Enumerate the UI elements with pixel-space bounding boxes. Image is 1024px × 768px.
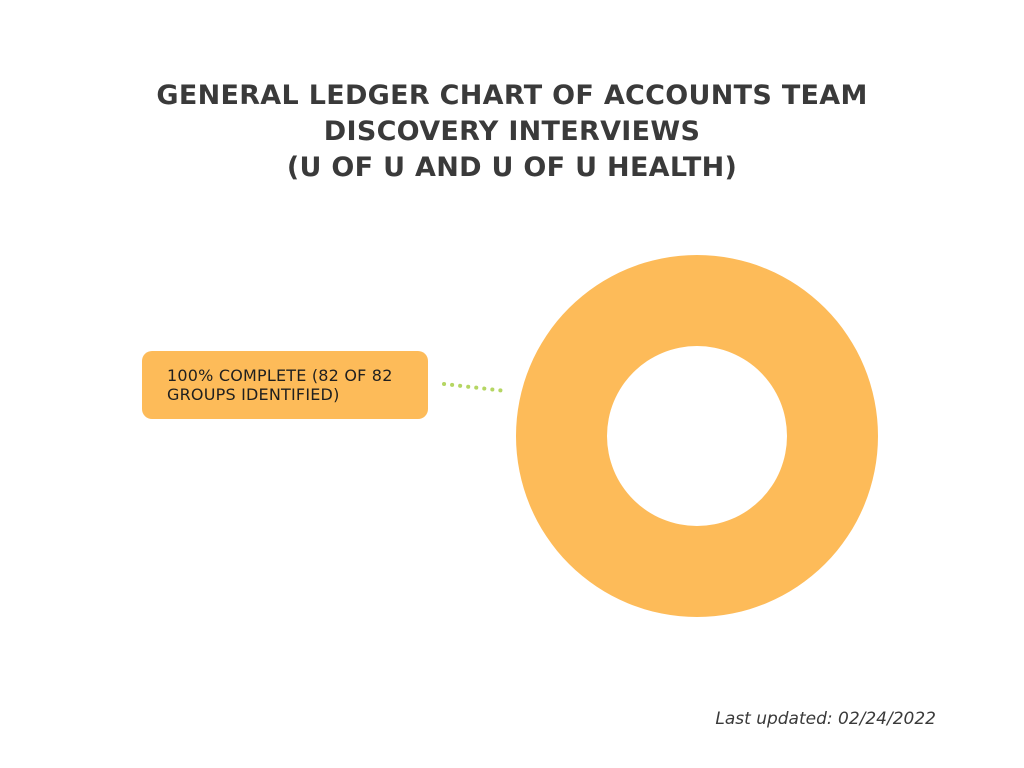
donut-slice-0 [516,255,878,617]
donut-slices [516,255,878,617]
chart-title-line-1: GENERAL LEDGER CHART OF ACCOUNTS TEAM [156,80,868,111]
last-updated-note: Last updated: 02/24/2022 [715,709,936,729]
callout-connector-line [442,382,508,393]
chart-title: GENERAL LEDGER CHART OF ACCOUNTS TEAM DI… [0,78,1024,186]
slice-label-text: 100% COMPLETE (82 OF 82 GROUPS IDENTIFIE… [167,366,393,404]
chart-title-line-3: (U OF U AND U OF U HEALTH) [286,152,738,183]
chart-title-line-2: DISCOVERY INTERVIEWS [323,116,701,147]
slice-label-callout: 100% COMPLETE (82 OF 82 GROUPS IDENTIFIE… [142,351,428,419]
